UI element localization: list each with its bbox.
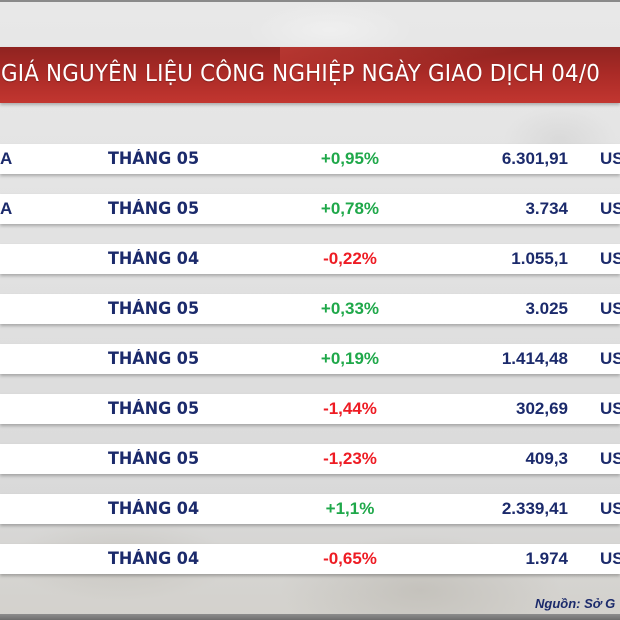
price-change: -1,23% bbox=[323, 449, 377, 468]
commodity-name bbox=[0, 244, 20, 274]
price-unit: US bbox=[600, 149, 620, 168]
price-change: +0,19% bbox=[320, 349, 380, 368]
price-value: 1.055,1 bbox=[511, 249, 568, 268]
table-row: A THÁNG 05 +0,78% 3.734 US bbox=[0, 194, 620, 224]
bottom-border bbox=[0, 614, 620, 620]
price-unit: US bbox=[600, 299, 620, 318]
price-change: -0,65% bbox=[323, 549, 377, 568]
price-change: +0,95% bbox=[320, 149, 380, 168]
price-change: +1,1% bbox=[325, 499, 375, 518]
page-title: GIÁ NGUYÊN LIỆU CÔNG NGHIỆP NGÀY GIAO DỊ… bbox=[1, 61, 601, 87]
table-row: THÁNG 05 -1,23% 409,3 US bbox=[0, 444, 620, 474]
contract-month: THÁNG 05 bbox=[108, 149, 200, 168]
price-value: 2.339,41 bbox=[501, 499, 568, 518]
table-row: THÁNG 04 -0,22% 1.055,1 US bbox=[0, 244, 620, 274]
contract-month: THÁNG 05 bbox=[108, 299, 200, 318]
contract-month: THÁNG 04 bbox=[108, 549, 200, 568]
price-value: 6.301,91 bbox=[501, 149, 568, 168]
price-change: +0,33% bbox=[320, 299, 380, 318]
price-value: 1.974 bbox=[525, 549, 568, 568]
table-row: THÁNG 05 +0,19% 1.414,48 US bbox=[0, 344, 620, 374]
commodity-name bbox=[0, 344, 20, 374]
table-row: A THÁNG 05 +0,95% 6.301,91 US bbox=[0, 144, 620, 174]
commodity-name: A bbox=[0, 149, 13, 168]
contract-month: THÁNG 05 bbox=[108, 199, 200, 218]
price-unit: US bbox=[600, 249, 620, 268]
table-row: THÁNG 04 +1,1% 2.339,41 US bbox=[0, 494, 620, 524]
price-unit: US bbox=[600, 549, 620, 568]
contract-month: THÁNG 04 bbox=[108, 249, 200, 268]
contract-month: THÁNG 05 bbox=[108, 349, 200, 368]
price-unit: US bbox=[600, 499, 620, 518]
top-border bbox=[0, 0, 620, 2]
price-value: 3.025 bbox=[525, 299, 568, 318]
commodity-name: A bbox=[0, 199, 13, 218]
contract-month: THÁNG 04 bbox=[108, 499, 200, 518]
commodity-name bbox=[0, 544, 20, 574]
commodity-name bbox=[0, 494, 20, 524]
price-unit: US bbox=[600, 199, 620, 218]
table-row: THÁNG 04 -0,65% 1.974 US bbox=[0, 544, 620, 574]
commodity-name bbox=[0, 294, 20, 324]
price-unit: US bbox=[600, 399, 620, 418]
price-unit: US bbox=[600, 349, 620, 368]
price-change: -1,44% bbox=[323, 399, 377, 418]
table-row: THÁNG 05 -1,44% 302,69 US bbox=[0, 394, 620, 424]
contract-month: THÁNG 05 bbox=[108, 449, 200, 468]
commodity-name bbox=[0, 444, 20, 474]
price-value: 1.414,48 bbox=[501, 349, 568, 368]
price-change: -0,22% bbox=[323, 249, 377, 268]
price-change: +0,78% bbox=[320, 199, 380, 218]
commodity-name bbox=[0, 394, 20, 424]
title-band: GIÁ NGUYÊN LIỆU CÔNG NGHIỆP NGÀY GIAO DỊ… bbox=[0, 47, 620, 103]
price-value: 3.734 bbox=[525, 199, 568, 218]
price-value: 302,69 bbox=[516, 399, 568, 418]
price-value: 409,3 bbox=[525, 449, 568, 468]
contract-month: THÁNG 05 bbox=[108, 399, 200, 418]
price-unit: US bbox=[600, 449, 620, 468]
source-note: Nguồn: Sở G bbox=[535, 596, 616, 611]
table-row: THÁNG 05 +0,33% 3.025 US bbox=[0, 294, 620, 324]
